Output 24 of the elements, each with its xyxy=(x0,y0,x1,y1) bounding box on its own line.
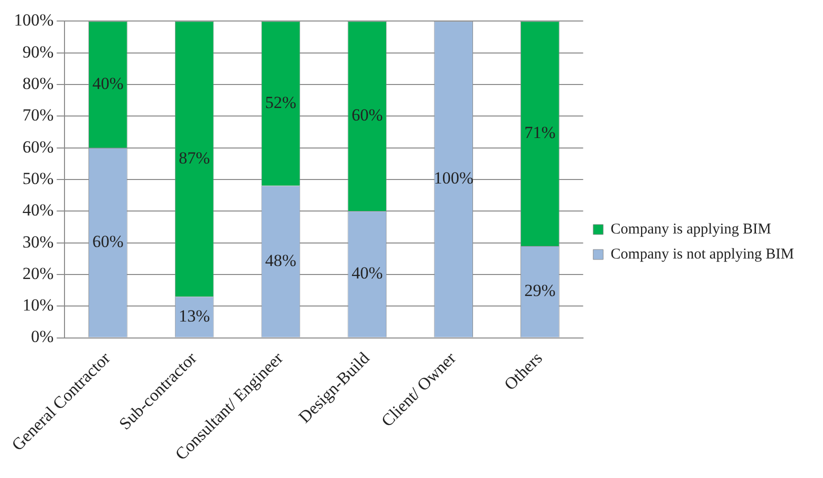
data-label: 48% xyxy=(265,250,296,270)
y-tick-label: 20% xyxy=(22,264,54,283)
data-label: 60% xyxy=(352,106,383,125)
legend-label: Company is not applying BIM xyxy=(610,246,794,262)
legend-label: Company is applying BIM xyxy=(610,221,772,238)
y-tick-label: 90% xyxy=(22,42,54,62)
data-label: 100% xyxy=(434,168,474,188)
data-label: 71% xyxy=(524,123,556,142)
data-label: 29% xyxy=(524,281,556,300)
y-tick-label: 50% xyxy=(22,168,54,188)
y-tick-label: 60% xyxy=(22,137,54,156)
data-label: 52% xyxy=(265,92,296,112)
y-tick-label: 40% xyxy=(22,200,54,220)
data-label: 40% xyxy=(92,74,124,93)
y-tick-label: 0% xyxy=(31,327,54,346)
data-label: 40% xyxy=(352,264,383,283)
y-tick-label: 30% xyxy=(22,232,54,252)
data-label: 13% xyxy=(178,306,210,326)
y-tick-label: 100% xyxy=(14,10,54,30)
y-tick-label: 70% xyxy=(22,106,54,125)
data-label: 87% xyxy=(178,148,210,168)
data-label: 60% xyxy=(92,232,124,252)
y-tick-label: 80% xyxy=(22,74,54,93)
y-tick-label: 10% xyxy=(22,296,54,315)
